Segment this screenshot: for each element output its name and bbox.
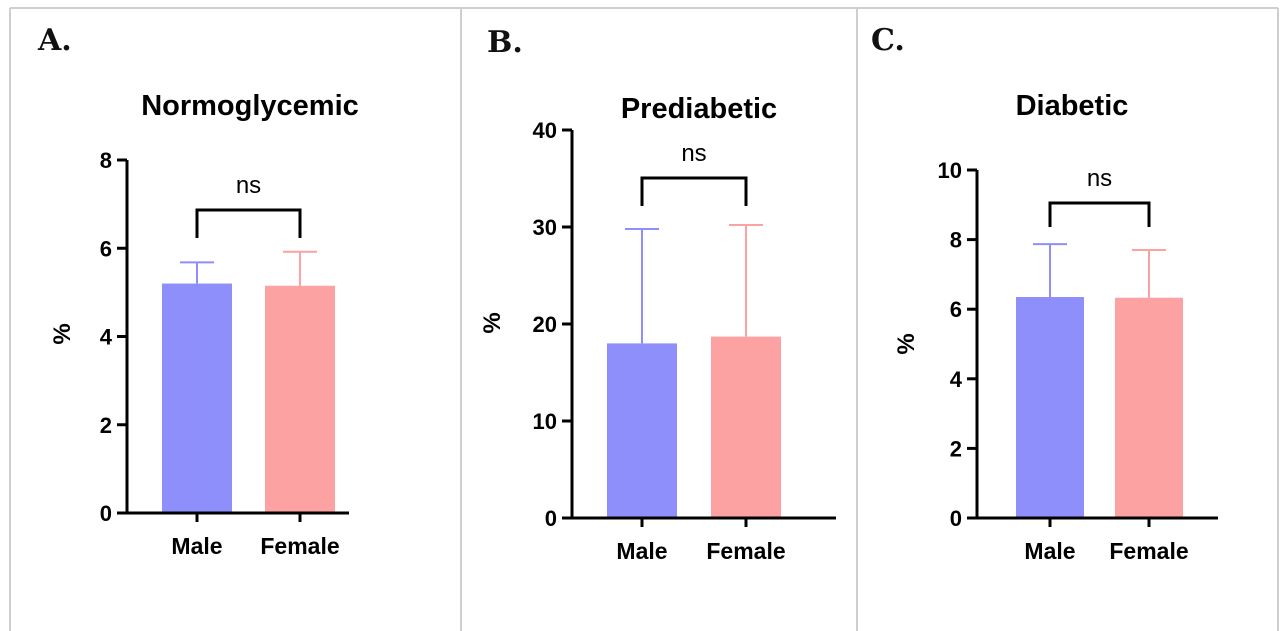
significance-b: ns bbox=[640, 140, 748, 206]
y-axis-label-b: % bbox=[479, 312, 506, 333]
y-axis-label-a: % bbox=[49, 323, 76, 344]
y-tick-label-0-b: 0 bbox=[545, 506, 557, 531]
bar-male-c bbox=[1016, 297, 1084, 518]
x-tick-label-female-b: Female bbox=[706, 538, 785, 564]
x-categories-a: Male Female bbox=[171, 513, 340, 559]
x-tick-label-male-c: Male bbox=[1024, 538, 1075, 564]
panel-borders bbox=[9, 7, 1279, 631]
significance-bracket-a bbox=[195, 208, 302, 238]
bar-female-a bbox=[265, 285, 335, 513]
y-tick-label-0-a: 0 bbox=[100, 501, 112, 526]
significance-c: ns bbox=[1048, 165, 1151, 227]
significance-bracket-b bbox=[640, 176, 748, 206]
x-tick-label-female-c: Female bbox=[1109, 538, 1188, 564]
y-tick-label-10-b: 10 bbox=[533, 409, 557, 434]
bars-a bbox=[162, 283, 335, 513]
y-tick-label-0-c: 0 bbox=[950, 506, 962, 531]
x-tick-label-male-b: Male bbox=[616, 538, 667, 564]
x-tick-label-male-a: Male bbox=[171, 533, 222, 559]
panel-letter-c: C. bbox=[871, 23, 905, 58]
significance-label-c: ns bbox=[1087, 165, 1112, 192]
significance-a: ns bbox=[195, 172, 302, 238]
y-tick-label-30-b: 30 bbox=[533, 215, 557, 240]
x-tick-label-female-a: Female bbox=[260, 533, 339, 559]
chart-title-a: Normoglycemic bbox=[141, 90, 359, 122]
significance-label-b: ns bbox=[681, 140, 706, 167]
y-tick-label-10-c: 10 bbox=[938, 158, 962, 183]
panel-letter-b: B. bbox=[487, 25, 523, 60]
error-bars-a bbox=[180, 250, 317, 286]
panel-letter-a: A. bbox=[37, 23, 72, 58]
error-bars-b bbox=[625, 224, 763, 344]
bars-c bbox=[1016, 297, 1183, 518]
x-categories-b: Male Female bbox=[616, 518, 786, 564]
y-tick-label-2-a: 2 bbox=[100, 413, 112, 438]
panel-b: B. Prediabetic % 0 10 20 30 40 Male Female ns bbox=[479, 25, 836, 564]
significance-label-a: ns bbox=[236, 172, 261, 199]
y-tick-label-8-c: 8 bbox=[950, 228, 962, 253]
error-bars-c bbox=[1033, 243, 1166, 298]
y-tick-label-4-c: 4 bbox=[950, 367, 963, 392]
chart-title-c: Diabetic bbox=[1016, 90, 1129, 122]
y-tick-label-4-a: 4 bbox=[100, 325, 113, 350]
y-ticks-a: 0 2 4 6 8 bbox=[100, 148, 127, 526]
chart-title-b: Prediabetic bbox=[621, 93, 777, 125]
bar-male-b bbox=[607, 343, 677, 518]
significance-bracket-c bbox=[1048, 201, 1151, 227]
y-axis-label-c: % bbox=[893, 333, 920, 354]
x-categories-c: Male Female bbox=[1024, 518, 1189, 564]
y-tick-label-6-c: 6 bbox=[950, 297, 962, 322]
panel-c: C. Diabetic % 0 2 4 6 8 10 Male Female ns bbox=[871, 23, 1218, 564]
y-tick-label-20-b: 20 bbox=[533, 312, 557, 337]
bars-b bbox=[607, 336, 781, 518]
panel-a: A. Normoglycemic % 0 2 4 6 8 Male Female ns bbox=[37, 23, 359, 559]
y-ticks-c: 0 2 4 6 8 10 bbox=[938, 158, 977, 531]
bar-female-b bbox=[711, 336, 781, 518]
y-ticks-b: 0 10 20 30 40 bbox=[533, 118, 572, 531]
y-tick-label-6-a: 6 bbox=[100, 236, 112, 261]
bar-male-a bbox=[162, 283, 232, 513]
axes-c bbox=[975, 170, 1218, 520]
y-tick-label-40-b: 40 bbox=[533, 118, 557, 143]
y-tick-label-8-a: 8 bbox=[100, 148, 112, 173]
bar-female-c bbox=[1115, 297, 1183, 518]
y-tick-label-2-c: 2 bbox=[950, 436, 962, 461]
